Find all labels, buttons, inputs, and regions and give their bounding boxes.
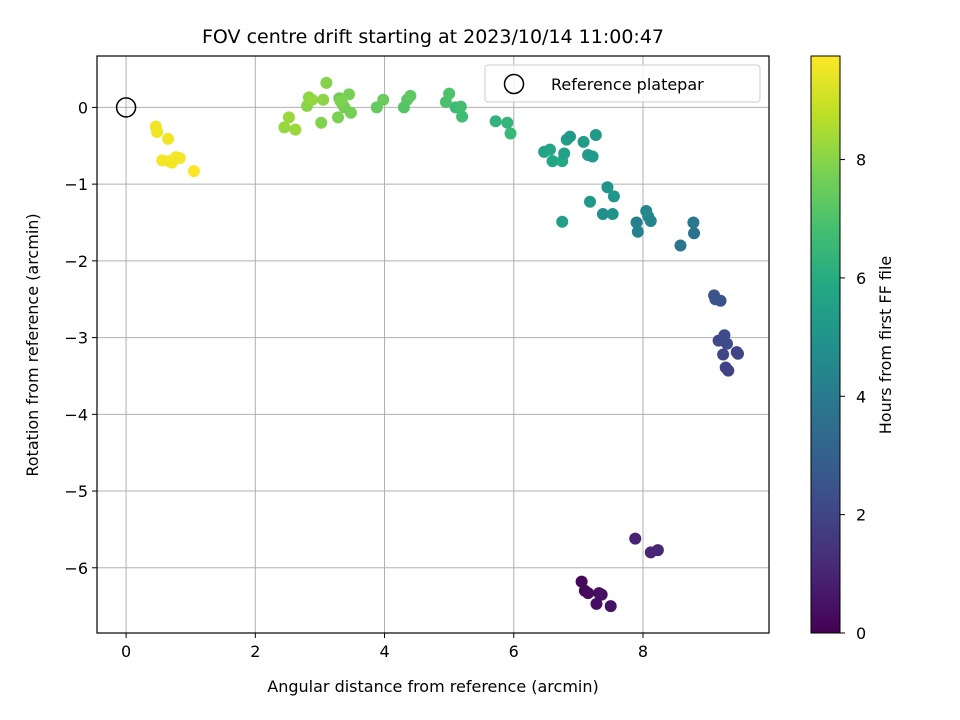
- scatter-point: [651, 544, 664, 557]
- scatter-point: [590, 597, 603, 610]
- scatter-point: [543, 143, 556, 156]
- legend: Reference platepar: [484, 64, 761, 103]
- y-tick-label: 0: [78, 98, 88, 117]
- scatter-point: [717, 348, 730, 361]
- scatter-point: [607, 190, 620, 203]
- scatter-point: [589, 129, 602, 142]
- x-axis-label: Angular distance from reference (arcmin): [267, 677, 598, 696]
- scatter-point: [582, 587, 595, 600]
- colorbar-tick-label: 4: [856, 387, 866, 406]
- reference-layer: [115, 97, 137, 118]
- colorbar-tick-label: 6: [856, 269, 866, 288]
- scatter-point: [714, 294, 727, 307]
- scatter-point: [306, 93, 319, 106]
- scatter-point: [558, 147, 571, 160]
- scatter-point: [377, 93, 390, 106]
- x-tick-label: 4: [379, 642, 389, 661]
- scatter-point: [454, 100, 467, 113]
- scatter-point: [629, 532, 642, 545]
- scatter-point: [595, 588, 608, 601]
- y-tick-label: −4: [64, 405, 88, 424]
- scatter-point: [721, 337, 733, 350]
- scatter-point: [596, 208, 609, 221]
- y-tick-label: −6: [64, 559, 88, 578]
- scatter-point: [577, 135, 590, 148]
- y-tick-label: −2: [64, 252, 88, 271]
- reference-platepar-marker: [115, 97, 137, 118]
- scatter-point: [584, 195, 597, 208]
- legend-box: [484, 64, 761, 103]
- scatter-point: [688, 227, 701, 240]
- y-tick-label: −5: [64, 482, 88, 501]
- x-tick-label: 0: [121, 642, 131, 661]
- y-tick-label: −1: [64, 175, 88, 194]
- scatter-point: [606, 208, 619, 221]
- scatter-point: [278, 121, 291, 134]
- y-axis-label: Rotation from reference (arcmin): [23, 213, 42, 476]
- scatter-point: [173, 152, 186, 165]
- scatter-point: [630, 216, 643, 229]
- legend-marker-reference: [503, 73, 525, 95]
- scatter-point: [504, 127, 517, 140]
- colorbar: [810, 55, 841, 634]
- scatter-point: [722, 364, 735, 377]
- y-ticks: 0 −1 −2 −3 −4 −5 −6: [64, 98, 97, 578]
- scatter-point: [289, 123, 302, 136]
- scatter-point: [151, 125, 164, 138]
- scatter-point: [315, 116, 328, 129]
- grid-layer: [97, 56, 769, 633]
- x-tick-label: 6: [509, 642, 519, 661]
- colorbar-tick-label: 0: [856, 624, 866, 643]
- colorbar-tick-label: 2: [856, 506, 866, 525]
- scatter-point: [546, 155, 559, 168]
- scatter-point: [631, 225, 644, 238]
- chart-title: FOV centre drift starting at 2023/10/14 …: [202, 26, 664, 48]
- colorbar-ticks: 0 2 4 6 8: [840, 151, 866, 643]
- scatter-point: [575, 575, 588, 588]
- scatter-point: [443, 87, 456, 100]
- plot-frame: [96, 55, 770, 634]
- scatter-point: [489, 115, 502, 128]
- points-layer: [149, 76, 744, 613]
- scatter-point: [556, 215, 569, 228]
- scatter-point: [456, 110, 469, 123]
- scatter-point: [317, 93, 330, 106]
- x-tick-label: 8: [638, 642, 648, 661]
- scatter-point: [162, 132, 175, 145]
- scatter-point: [334, 95, 347, 108]
- scatter-point: [320, 76, 333, 89]
- colorbar-tick-label: 8: [856, 151, 866, 170]
- y-tick-label: −3: [64, 329, 88, 348]
- scatter-point: [586, 150, 599, 163]
- scatter-point: [404, 89, 417, 102]
- scatter-point: [344, 106, 357, 119]
- scatter-point: [332, 111, 345, 124]
- scatter-point: [187, 165, 200, 178]
- legend-entry-reference: Reference platepar: [551, 75, 704, 94]
- scatter-point: [604, 600, 617, 613]
- scatter-point: [674, 239, 687, 252]
- x-tick-label: 2: [250, 642, 260, 661]
- scatter-point: [644, 214, 657, 227]
- scatter-point: [282, 111, 295, 124]
- colorbar-label: Hours from first FF file: [876, 256, 895, 435]
- x-ticks: 0 2 4 6 8: [121, 633, 648, 661]
- scatter-point: [731, 347, 744, 360]
- scatter-point: [563, 130, 576, 143]
- scatter-point: [343, 88, 355, 101]
- scatter-point: [601, 181, 614, 194]
- scatter-point: [687, 216, 700, 229]
- scatter-point: [501, 116, 514, 129]
